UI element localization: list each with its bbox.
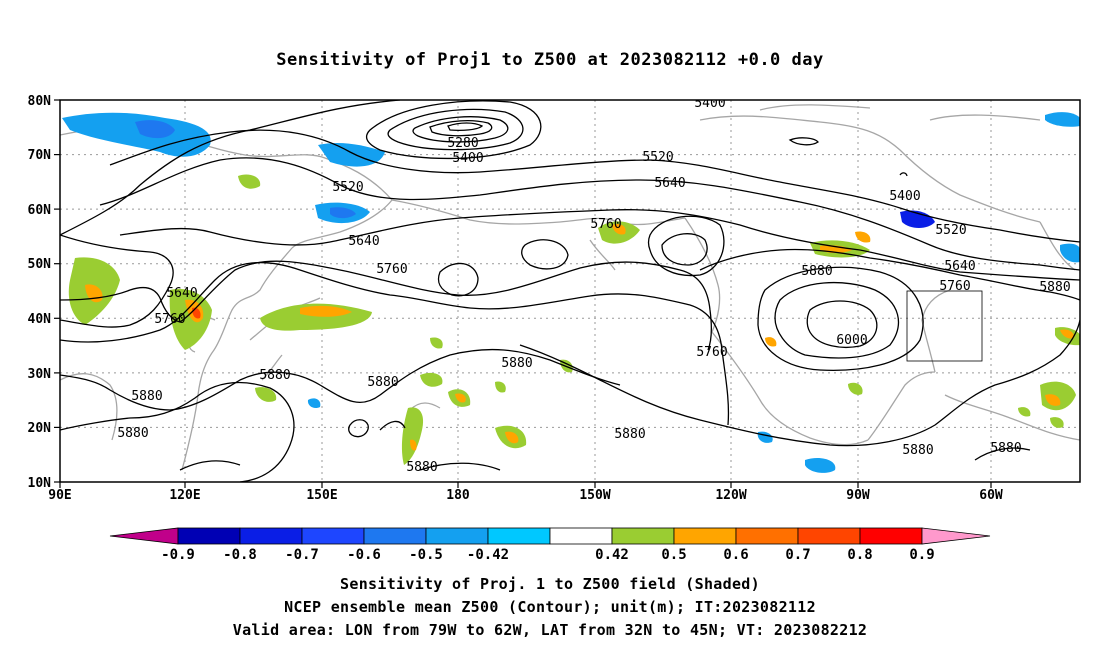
colorbar-cell — [797, 527, 861, 545]
contour-label: 5880 — [367, 375, 398, 390]
colorbar-tick-label: -0.9 — [161, 547, 195, 563]
colorbar-tick-label: 0.9 — [909, 547, 934, 563]
colorbar-tick-label: -0.7 — [285, 547, 319, 563]
contour-label: 5520 — [642, 150, 673, 165]
colorbar-cell — [109, 527, 179, 545]
gridlines — [60, 100, 1080, 482]
colorbar-cell — [487, 527, 551, 545]
colorbar-tick-label: -0.8 — [223, 547, 257, 563]
lat-tick-label: 70N — [28, 148, 52, 163]
lon-tick-label: 180 — [446, 488, 470, 503]
colorbar-tick-label: 0.5 — [661, 547, 686, 563]
z500-contours — [60, 100, 1080, 482]
contour-label: 5640 — [348, 234, 379, 249]
valid-area-box — [906, 290, 983, 362]
contour-label: 5760 — [590, 217, 621, 232]
colorbar-tick-label: -0.5 — [409, 547, 443, 563]
colorbar-tick-label: 0.42 — [595, 547, 629, 563]
map-frame — [59, 99, 1081, 483]
footer-line-3: Valid area: LON from 79W to 62W, LAT fro… — [232, 621, 868, 639]
contour-label: 5640 — [654, 176, 685, 191]
contour-label: 5640 — [166, 286, 197, 301]
contour-label: 5760 — [154, 312, 185, 327]
colorbar-tick-label: -0.6 — [347, 547, 381, 563]
lat-tick-label: 80N — [28, 94, 52, 109]
colorbar-cell — [239, 527, 303, 545]
footer-line-2: NCEP ensemble mean Z500 (Contour); unit(… — [284, 598, 816, 616]
lat-tick-label: 30N — [28, 367, 52, 382]
lat-tick-label: 50N — [28, 257, 52, 272]
colorbar-cell — [177, 527, 241, 545]
contour-label: 5280 — [447, 136, 478, 151]
lon-tick-label: 90W — [846, 488, 870, 503]
colorbar-tick-label: -0.42 — [467, 547, 509, 563]
colorbar-cell — [549, 527, 613, 545]
contour-label: 5880 — [259, 368, 290, 383]
contour-label: 5520 — [935, 223, 966, 238]
lat-tick-label: 60N — [28, 203, 52, 218]
contour-label: 5640 — [944, 259, 975, 274]
contour-label: 5760 — [696, 345, 727, 360]
lon-tick-label: 150W — [579, 488, 610, 503]
lat-tick-labels: 80N 70N 60N 50N 40N 30N 20N 10N — [28, 94, 52, 491]
colorbar-cell — [921, 527, 991, 545]
coastlines — [60, 104, 1080, 471]
colorbar-tick-label: 0.8 — [847, 547, 872, 563]
colorbar-cell — [425, 527, 489, 545]
lon-tick-labels: 90E 120E 150E 180 150W 120W 90W 60W — [48, 488, 1003, 503]
contour-label: 5880 — [131, 389, 162, 404]
colorbar-cell — [859, 527, 923, 545]
lon-tick-label: 120E — [169, 488, 200, 503]
lat-tick-label: 10N — [28, 476, 52, 491]
contour-label: 5760 — [376, 262, 407, 277]
sensitivity-shading — [62, 112, 1080, 473]
contour-label: 5880 — [801, 264, 832, 279]
contour-label: 5880 — [990, 441, 1021, 456]
lon-tick-label: 60W — [979, 488, 1003, 503]
contour-label: 5400 — [694, 96, 725, 111]
colorbar: -0.9 -0.8 -0.7 -0.6 -0.5 -0.42 0.42 0.5 0.6 0.7 0.… — [109, 527, 991, 563]
colorbar-cell — [363, 527, 427, 545]
contour-label: 5520 — [332, 180, 363, 195]
contour-label: 5760 — [939, 279, 970, 294]
contour-label: 6000 — [836, 333, 867, 348]
contour-label: 5880 — [117, 426, 148, 441]
contour-label: 5880 — [614, 427, 645, 442]
contour-label: 5880 — [902, 443, 933, 458]
colorbar-tick-label: 0.6 — [723, 547, 748, 563]
contour-label: 5400 — [889, 189, 920, 204]
colorbar-cell — [611, 527, 675, 545]
lon-tick-label: 150E — [306, 488, 337, 503]
contour-label: 5880 — [501, 356, 532, 371]
colorbar-cell — [673, 527, 737, 545]
tick-marks — [54, 99, 992, 488]
lon-tick-label: 120W — [715, 488, 746, 503]
contour-label: 5880 — [406, 460, 437, 475]
colorbar-cell — [301, 527, 365, 545]
colorbar-tick-label: 0.7 — [785, 547, 810, 563]
footer-line-1: Sensitivity of Proj. 1 to Z500 field (Sh… — [340, 575, 760, 593]
chart-title: Sensitivity of Proj1 to Z500 at 20230821… — [276, 50, 824, 70]
contour-label: 5400 — [452, 151, 483, 166]
contour-labels: 5400 5280 5400 5520 5520 5640 5400 5520 … — [117, 96, 1070, 458]
contour-label: 5880 — [1039, 280, 1070, 295]
colorbar-cell — [735, 527, 799, 545]
lon-tick-label: 90E — [48, 488, 71, 503]
lat-tick-label: 20N — [28, 421, 52, 436]
lat-tick-label: 40N — [28, 312, 52, 327]
